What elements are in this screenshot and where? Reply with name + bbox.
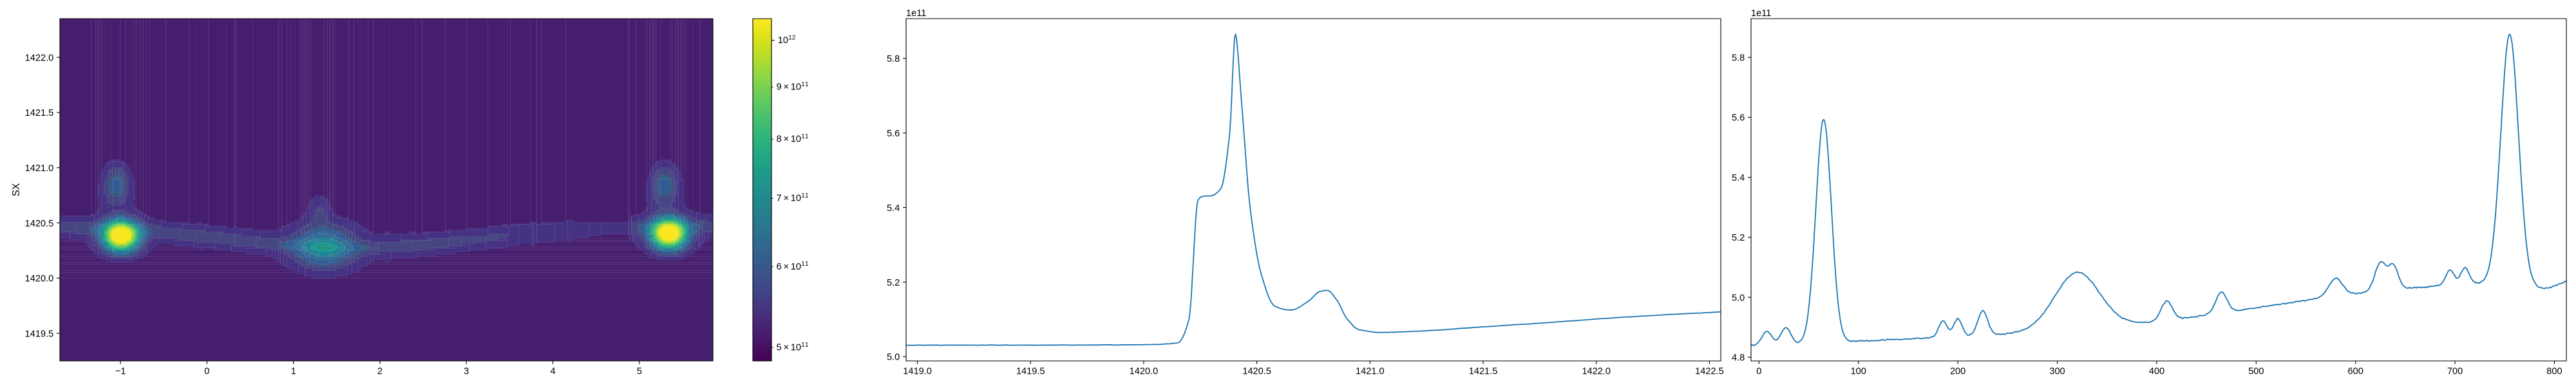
svg-text:700: 700 [2447, 366, 2463, 376]
svg-text:1419.5: 1419.5 [1016, 366, 1045, 376]
svg-text:5.6: 5.6 [887, 129, 900, 139]
svg-text:5.0: 5.0 [887, 353, 900, 363]
svg-text:3: 3 [464, 366, 469, 376]
svg-text:1420.5: 1420.5 [1242, 366, 1271, 376]
svg-text:4: 4 [550, 366, 555, 376]
svg-text:5.4: 5.4 [1732, 173, 1745, 183]
svg-text:SX: SX [11, 183, 22, 196]
svg-text:600: 600 [2348, 366, 2363, 376]
svg-text:1421.0: 1421.0 [25, 163, 54, 174]
svg-text:300: 300 [2049, 366, 2065, 376]
svg-text:1422.0: 1422.0 [25, 53, 54, 63]
svg-text:5.8: 5.8 [1732, 53, 1745, 63]
svg-text:1420.5: 1420.5 [25, 219, 54, 229]
svg-text:1420.0: 1420.0 [1130, 366, 1159, 376]
svg-text:5.8: 5.8 [887, 54, 900, 64]
svg-text:1421.5: 1421.5 [1469, 366, 1498, 376]
svg-text:1e11: 1e11 [1751, 8, 1771, 19]
svg-text:4.8: 4.8 [1732, 353, 1745, 363]
svg-text:1420.0: 1420.0 [25, 274, 54, 284]
svg-text:5.2: 5.2 [1732, 233, 1745, 243]
svg-text:800: 800 [2546, 366, 2562, 376]
svg-text:1421.5: 1421.5 [25, 108, 54, 118]
svg-text:1e11: 1e11 [906, 8, 926, 19]
svg-text:200: 200 [1950, 366, 1965, 376]
svg-text:5: 5 [637, 366, 642, 376]
svg-text:1422.5: 1422.5 [1695, 366, 1724, 376]
svg-text:1419.5: 1419.5 [25, 329, 54, 339]
svg-text:1422.0: 1422.0 [1582, 366, 1611, 376]
svg-text:0: 0 [1756, 366, 1761, 376]
svg-text:0: 0 [204, 366, 209, 376]
svg-text:−1: −1 [115, 366, 126, 376]
svg-text:5.6: 5.6 [1732, 113, 1745, 124]
svg-text:1: 1 [291, 366, 296, 376]
svg-text:5.4: 5.4 [887, 203, 900, 214]
svg-text:1421.0: 1421.0 [1356, 366, 1385, 376]
svg-text:5.0: 5.0 [1732, 293, 1745, 303]
svg-text:400: 400 [2149, 366, 2164, 376]
svg-text:100: 100 [1851, 366, 1866, 376]
svg-text:5.2: 5.2 [887, 278, 900, 288]
svg-text:2: 2 [377, 366, 383, 376]
svg-text:1419.0: 1419.0 [903, 366, 932, 376]
svg-text:500: 500 [2248, 366, 2264, 376]
